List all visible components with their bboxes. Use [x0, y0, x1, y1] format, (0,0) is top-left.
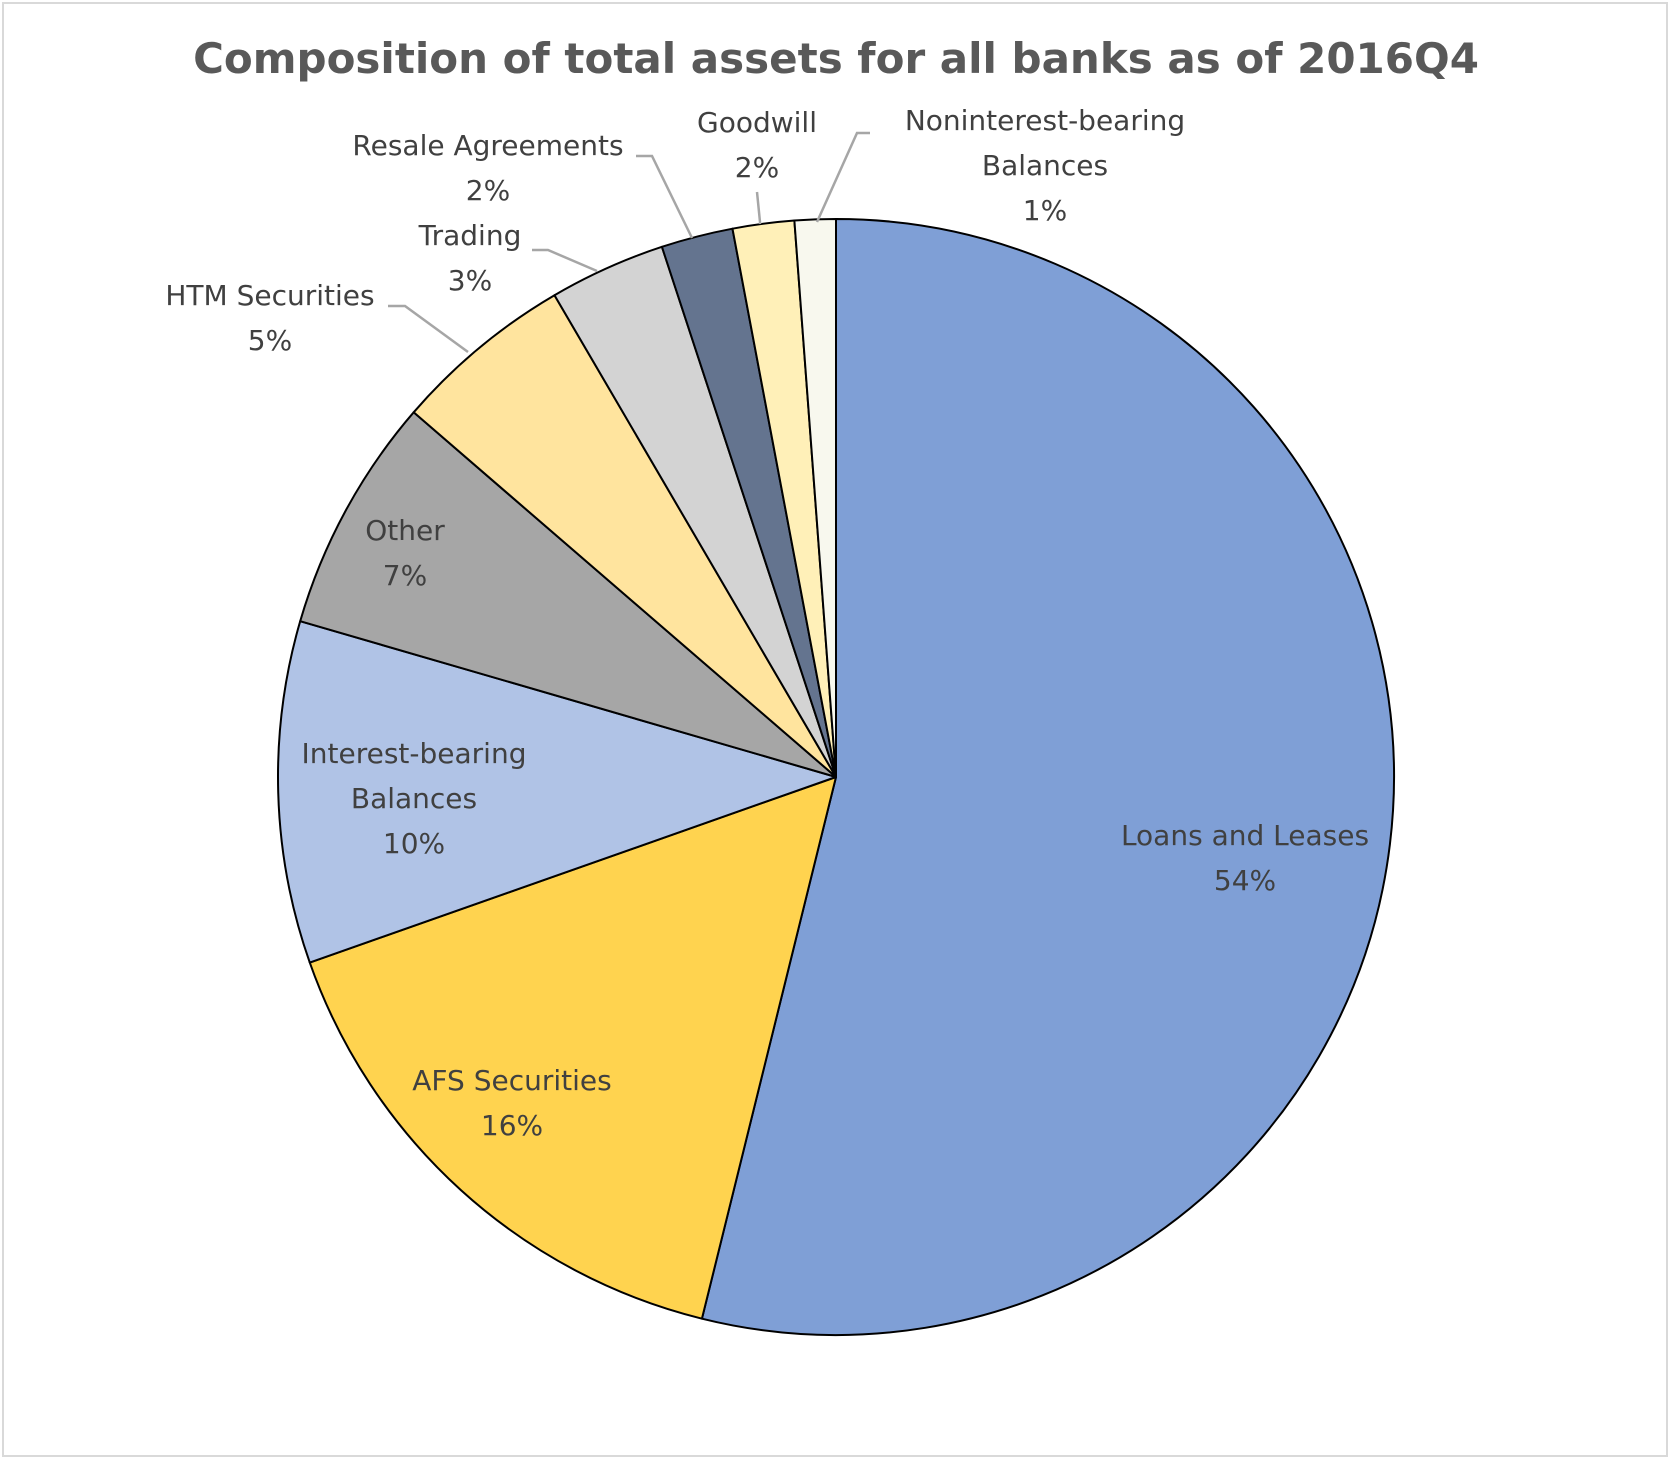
- slice-label-interest-bearing-balances: Interest-bearing Balances 10%: [302, 737, 527, 860]
- pie-slice-other: [299, 411, 837, 778]
- leader-line-goodwill: [755, 191, 762, 224]
- leader-line-htm-securities: [388, 304, 469, 354]
- pie-slice-noninterest-bearing-balances: [793, 217, 837, 778]
- leader-lines: [388, 131, 870, 354]
- leader-line-noninterest-bearing-balances: [815, 131, 870, 223]
- pie-slice-interest-bearing-balances: [277, 620, 837, 964]
- pie-slice-afs-securities: [308, 776, 837, 1320]
- leader-line-resale-agreements: [636, 154, 694, 239]
- slice-labels: Loans and Leases 54% AFS Securities 16% Inte…: [165, 104, 1369, 1142]
- slice-label-other: Other 7%: [365, 514, 445, 592]
- pie-slice-htm-securities: [412, 294, 837, 778]
- slice-label-goodwill: Goodwill 2%: [697, 106, 817, 184]
- slice-label-trading: Trading 3%: [418, 219, 522, 297]
- slice-label-resale-agreements: Resale Agreements 2%: [352, 129, 623, 207]
- slice-label-noninterest-bearing-balances: Noninterest-bearing Balances 1%: [905, 104, 1185, 227]
- pie-slices: [277, 217, 1395, 1336]
- leader-line-trading: [532, 248, 598, 273]
- pie-slice-loans-and-leases: [700, 218, 1395, 1336]
- chart-title: Composition of total assets for all bank…: [193, 34, 1479, 83]
- slice-label-loans-and-leases: Loans and Leases 54%: [1121, 819, 1369, 897]
- slice-label-htm-securities: HTM Securities 5%: [165, 279, 374, 357]
- slice-label-afs-securities: AFS Securities 16%: [412, 1064, 611, 1142]
